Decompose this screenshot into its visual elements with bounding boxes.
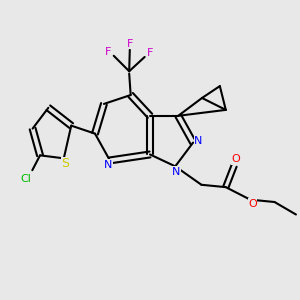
Text: N: N — [172, 167, 181, 177]
Text: S: S — [61, 157, 69, 170]
Text: N: N — [104, 160, 112, 170]
Text: O: O — [231, 154, 240, 164]
Text: F: F — [105, 47, 112, 57]
Text: F: F — [147, 48, 153, 59]
Text: Cl: Cl — [20, 174, 31, 184]
Text: F: F — [127, 39, 134, 49]
Text: N: N — [194, 136, 202, 146]
Text: O: O — [248, 199, 257, 209]
